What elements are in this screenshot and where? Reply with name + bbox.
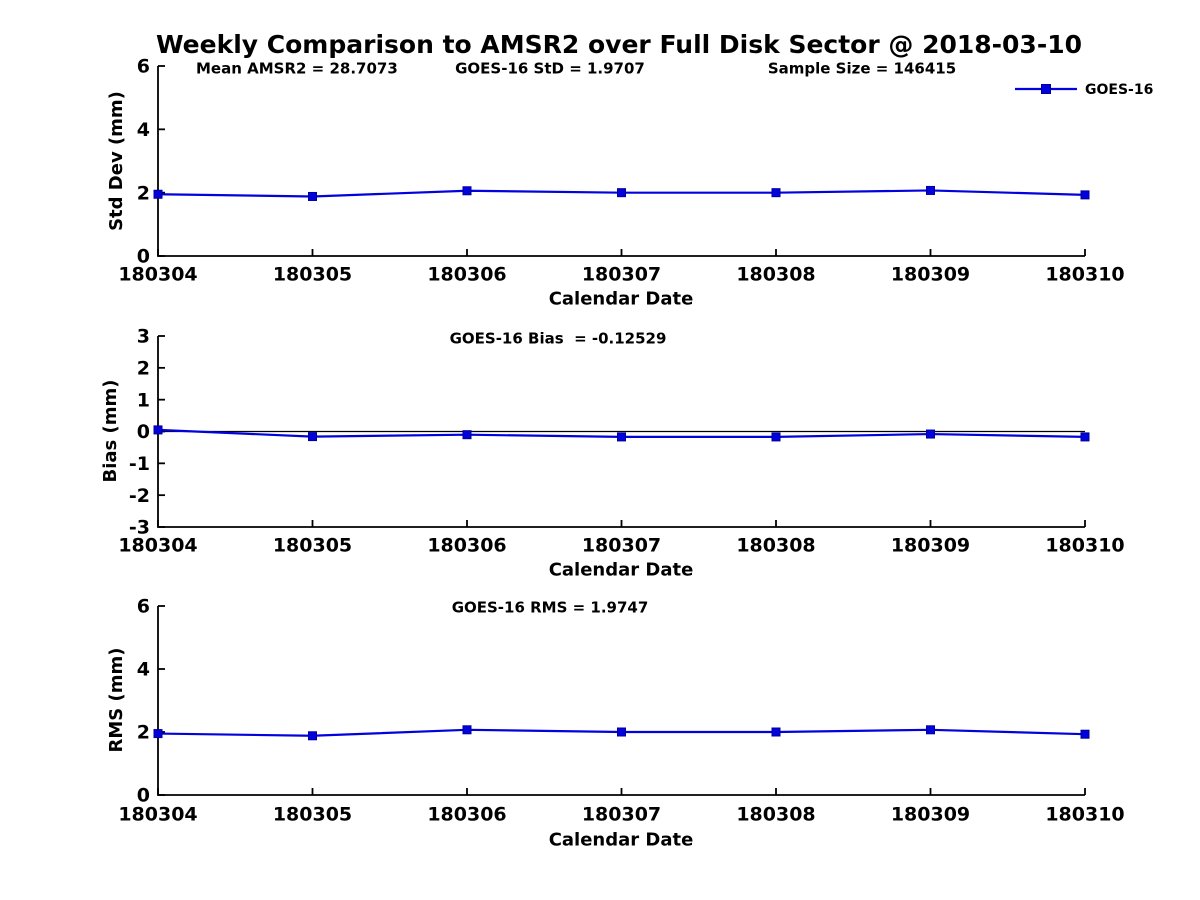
page-title: Weekly Comparison to AMSR2 over Full Dis… [156, 30, 1082, 59]
x-tick-label: 180307 [582, 535, 661, 557]
x-tick-label: 180308 [736, 264, 815, 286]
data-point-marker [617, 727, 626, 737]
annotation-sample-size: Sample Size = 146415 [768, 59, 956, 77]
y-axis-label-std-dev: Std Dev (mm) [106, 91, 127, 231]
data-point-marker [1080, 190, 1090, 200]
y-tick-label: 4 [137, 659, 150, 681]
data-point-marker [153, 729, 163, 739]
data-point-marker [153, 425, 163, 435]
axis-spines [157, 66, 1085, 257]
y-tick-label: 0 [137, 785, 150, 807]
legend: GOES-16 [1015, 82, 1153, 98]
y-tick-label: 0 [137, 246, 150, 268]
x-tick-label: 180310 [1045, 804, 1124, 826]
data-point-marker [153, 189, 163, 199]
x-tick-label: 180304 [118, 535, 197, 557]
data-point-marker [308, 731, 317, 741]
y-tick-label: 3 [137, 326, 150, 348]
x-tick-label: 180307 [582, 264, 661, 286]
data-point-marker [1080, 729, 1090, 739]
y-tick-label: 0 [137, 421, 150, 443]
x-tick-label: 180309 [891, 264, 970, 286]
annotation-mean-amsr2: Mean AMSR2 = 28.7073 [196, 59, 398, 77]
data-point-marker [617, 188, 626, 198]
x-tick-label: 180308 [736, 804, 815, 826]
data-point-marker [462, 725, 472, 735]
x-axis-label-1: Calendar Date [549, 288, 694, 309]
annotation-goes16-rms: GOES-16 RMS = 1.9747 [452, 598, 649, 616]
data-point-marker [771, 188, 781, 198]
data-point-marker [617, 432, 626, 442]
data-point-marker [926, 185, 935, 195]
annotation-goes16-std: GOES-16 StD = 1.9707 [455, 59, 645, 77]
data-point-marker [771, 432, 781, 442]
x-tick-label: 180306 [427, 264, 506, 286]
x-tick-label: 180310 [1045, 264, 1124, 286]
y-tick-label: 4 [137, 119, 150, 141]
x-tick-label: 180307 [582, 804, 661, 826]
annotation-goes16-bias: GOES-16 Bias = -0.12529 [450, 329, 667, 347]
data-point-marker [462, 430, 472, 440]
x-tick-label: 180310 [1045, 535, 1124, 557]
legend-label: GOES-16 [1085, 82, 1153, 98]
x-tick-label: 180304 [118, 264, 197, 286]
data-point-marker [308, 191, 317, 201]
x-axis-label-3: Calendar Date [549, 829, 694, 850]
data-point-marker [926, 429, 935, 439]
x-tick-label: 180309 [891, 535, 970, 557]
x-tick-label: 180305 [273, 804, 352, 826]
y-tick-label: 2 [137, 357, 150, 379]
y-tick-label: 2 [137, 722, 150, 744]
axis-spines [157, 606, 1085, 796]
chart-panels: 0 2 4 6 180304 180305 180306 180307 180308 180309… [118, 56, 1124, 826]
x-tick-label: 180308 [736, 535, 815, 557]
y-tick-label: -2 [129, 485, 150, 507]
y-tick-label: 6 [137, 56, 150, 78]
y-tick-label: 6 [137, 596, 150, 618]
data-point-marker [462, 186, 472, 196]
x-tick-label: 180309 [891, 804, 970, 826]
x-tick-label: 180304 [118, 804, 197, 826]
y-tick-label: 1 [137, 389, 150, 411]
x-tick-label: 180305 [273, 264, 352, 286]
y-axis-label-rms: RMS (mm) [106, 648, 127, 753]
x-tick-label: 180305 [273, 535, 352, 557]
y-tick-label: 2 [137, 182, 150, 204]
y-axis-label-bias: Bias (mm) [100, 380, 121, 483]
x-tick-label: 180306 [427, 535, 506, 557]
y-tick-label: -3 [129, 517, 150, 539]
data-point-marker [1080, 432, 1090, 442]
legend-marker-icon [1041, 84, 1051, 94]
data-point-marker [771, 727, 781, 737]
y-tick-label: -1 [129, 453, 150, 475]
panel-std-dev: 0 2 4 6 180304 180305 180306 180307 180308 180309… [118, 56, 1124, 286]
panel-rms: 0 2 4 6 180304 180305 180306 180307 180308 180309… [118, 596, 1124, 826]
data-point-marker [926, 725, 935, 735]
x-tick-label: 180306 [427, 804, 506, 826]
data-point-marker [308, 432, 317, 442]
x-axis-label-2: Calendar Date [549, 559, 694, 580]
